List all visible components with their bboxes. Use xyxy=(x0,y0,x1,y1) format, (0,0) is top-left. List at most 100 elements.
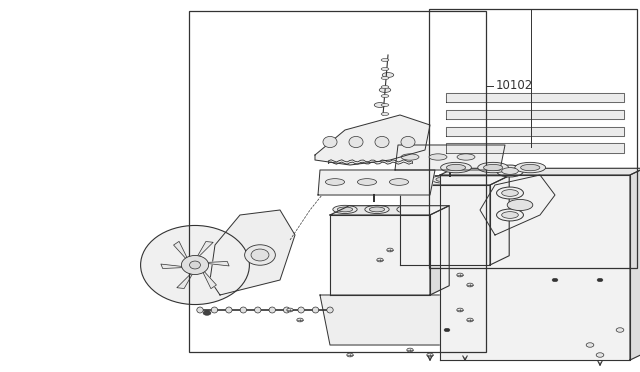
Ellipse shape xyxy=(323,137,337,148)
Ellipse shape xyxy=(427,353,433,357)
Ellipse shape xyxy=(502,168,518,174)
Ellipse shape xyxy=(460,176,482,183)
Ellipse shape xyxy=(515,162,545,173)
Polygon shape xyxy=(318,170,435,195)
Ellipse shape xyxy=(457,273,463,277)
Ellipse shape xyxy=(269,307,275,313)
Polygon shape xyxy=(440,168,640,175)
Polygon shape xyxy=(330,215,430,295)
Ellipse shape xyxy=(457,154,475,160)
Ellipse shape xyxy=(327,307,333,313)
Polygon shape xyxy=(210,210,295,295)
Polygon shape xyxy=(177,270,195,289)
Ellipse shape xyxy=(432,176,454,183)
Ellipse shape xyxy=(502,212,518,218)
Ellipse shape xyxy=(497,187,524,199)
Polygon shape xyxy=(480,175,555,235)
Ellipse shape xyxy=(298,307,304,313)
Ellipse shape xyxy=(381,103,389,106)
Ellipse shape xyxy=(467,283,473,287)
Ellipse shape xyxy=(226,307,232,313)
Text: 10102: 10102 xyxy=(496,79,533,92)
Ellipse shape xyxy=(401,154,419,160)
Polygon shape xyxy=(328,160,412,164)
Ellipse shape xyxy=(552,278,558,282)
Polygon shape xyxy=(201,262,229,266)
Polygon shape xyxy=(447,110,623,119)
Ellipse shape xyxy=(347,353,353,357)
Ellipse shape xyxy=(365,205,389,214)
Ellipse shape xyxy=(457,308,463,312)
Polygon shape xyxy=(490,176,509,265)
Ellipse shape xyxy=(440,162,472,173)
Ellipse shape xyxy=(374,103,386,108)
Ellipse shape xyxy=(616,328,624,332)
Ellipse shape xyxy=(349,137,363,148)
Polygon shape xyxy=(200,267,216,289)
Ellipse shape xyxy=(381,58,389,61)
Ellipse shape xyxy=(181,256,209,275)
Ellipse shape xyxy=(497,165,524,177)
Ellipse shape xyxy=(389,179,408,185)
Text: 10103: 10103 xyxy=(512,126,549,138)
Polygon shape xyxy=(195,241,213,260)
Ellipse shape xyxy=(382,73,394,77)
Ellipse shape xyxy=(337,207,353,212)
Ellipse shape xyxy=(397,205,421,214)
Ellipse shape xyxy=(502,190,518,196)
Ellipse shape xyxy=(381,86,389,89)
Polygon shape xyxy=(447,93,623,102)
Ellipse shape xyxy=(478,162,509,173)
Polygon shape xyxy=(400,185,490,265)
Polygon shape xyxy=(447,143,623,153)
Ellipse shape xyxy=(444,328,450,332)
Ellipse shape xyxy=(404,176,426,183)
Ellipse shape xyxy=(377,258,383,262)
Ellipse shape xyxy=(325,179,344,185)
Ellipse shape xyxy=(381,77,389,80)
Ellipse shape xyxy=(447,164,466,171)
Polygon shape xyxy=(320,295,450,345)
Ellipse shape xyxy=(401,207,417,212)
Ellipse shape xyxy=(284,307,290,313)
Ellipse shape xyxy=(408,177,422,182)
Bar xyxy=(189,11,486,352)
Bar xyxy=(429,9,637,268)
Ellipse shape xyxy=(484,164,503,171)
Ellipse shape xyxy=(401,137,415,148)
Ellipse shape xyxy=(467,318,473,322)
Polygon shape xyxy=(630,168,640,360)
Polygon shape xyxy=(395,145,505,170)
Ellipse shape xyxy=(520,164,540,171)
Polygon shape xyxy=(330,206,449,215)
Ellipse shape xyxy=(381,94,389,97)
Ellipse shape xyxy=(141,225,250,305)
Ellipse shape xyxy=(464,177,478,182)
Ellipse shape xyxy=(211,307,218,313)
Ellipse shape xyxy=(436,177,450,182)
Polygon shape xyxy=(315,115,430,165)
Ellipse shape xyxy=(189,261,200,269)
Text: ^·0  10·36: ^·0 10·36 xyxy=(493,354,547,363)
Ellipse shape xyxy=(387,248,393,252)
Ellipse shape xyxy=(297,318,303,322)
Ellipse shape xyxy=(255,307,261,313)
Polygon shape xyxy=(440,175,630,360)
Ellipse shape xyxy=(380,87,391,92)
Ellipse shape xyxy=(507,199,532,211)
Ellipse shape xyxy=(407,348,413,352)
Ellipse shape xyxy=(197,307,204,313)
Ellipse shape xyxy=(497,209,524,221)
Ellipse shape xyxy=(251,249,269,261)
Ellipse shape xyxy=(381,112,389,115)
Polygon shape xyxy=(400,176,509,185)
Ellipse shape xyxy=(312,307,319,313)
Polygon shape xyxy=(447,126,623,136)
Ellipse shape xyxy=(429,154,447,160)
Ellipse shape xyxy=(203,311,211,315)
Ellipse shape xyxy=(597,278,603,282)
Ellipse shape xyxy=(287,308,293,312)
Polygon shape xyxy=(430,206,449,295)
Ellipse shape xyxy=(240,307,246,313)
Ellipse shape xyxy=(333,205,357,214)
